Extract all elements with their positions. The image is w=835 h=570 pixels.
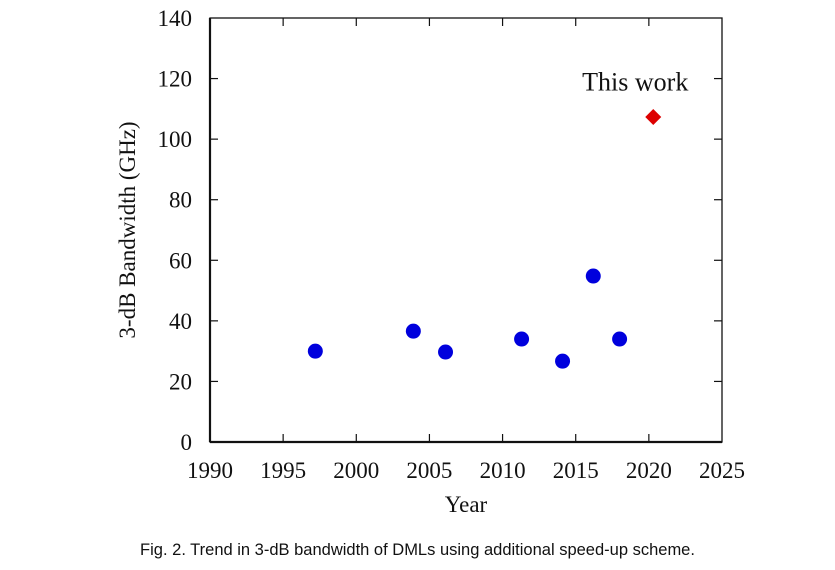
- x-tick-label: 2025: [699, 458, 745, 483]
- x-tick-label: 2010: [480, 458, 526, 483]
- y-tick-label: 120: [158, 67, 193, 92]
- y-tick-label: 60: [169, 248, 192, 273]
- y-tick-label: 40: [169, 309, 192, 334]
- y-tick-label: 80: [169, 188, 192, 213]
- data-point-this-work: [645, 109, 662, 126]
- annotation-this-work: This work: [582, 68, 688, 97]
- data-point: [585, 268, 601, 284]
- x-tick-label: 2015: [553, 458, 599, 483]
- x-tick-label: 2000: [333, 458, 379, 483]
- scatter-chart: 1990 1995 2000 2005 2010 2015 2020 2025 0 20 40 60 8…: [115, 6, 745, 517]
- data-point: [555, 353, 571, 369]
- x-tick-label: 1990: [187, 458, 233, 483]
- y-tick-label: 140: [158, 6, 193, 31]
- x-tick-label: 2020: [626, 458, 672, 483]
- data-point: [307, 343, 323, 359]
- figure-caption: Fig. 2. Trend in 3-dB bandwidth of DMLs …: [140, 541, 695, 559]
- x-tick-label: 2005: [406, 458, 452, 483]
- data-point: [438, 344, 454, 360]
- data-point: [612, 331, 628, 347]
- x-tick-label: 1995: [260, 458, 306, 483]
- y-tick-label: 100: [158, 127, 193, 152]
- y-tick-label: 20: [169, 369, 192, 394]
- y-tick-label: 0: [181, 430, 193, 455]
- data-point: [514, 331, 530, 347]
- data-point: [405, 323, 421, 339]
- y-axis-label: 3-dB Bandwidth (GHz): [115, 121, 140, 338]
- x-axis-label: Year: [445, 492, 488, 517]
